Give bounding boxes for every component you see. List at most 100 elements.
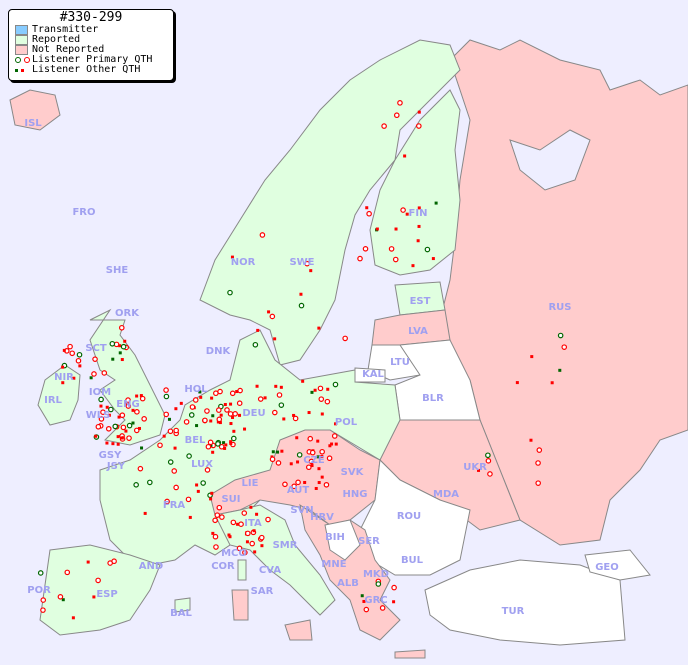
listener-other-marker	[303, 480, 307, 484]
listener-other-marker	[334, 422, 338, 426]
country-irl[interactable]	[37, 364, 81, 426]
listener-other-marker	[61, 365, 65, 369]
country-label-bul: BUL	[401, 555, 424, 566]
listener-primary-marker	[204, 467, 211, 473]
listener-primary-marker	[306, 464, 312, 471]
country-sicily[interactable]	[284, 619, 313, 641]
listener-other-marker	[320, 412, 324, 416]
listener-other-marker	[222, 441, 226, 445]
listener-other-marker	[280, 449, 284, 453]
listener-other-marker	[120, 436, 124, 440]
listener-other-marker	[89, 376, 93, 380]
listener-primary-marker	[257, 396, 264, 402]
listener-other-marker	[135, 394, 139, 398]
country-balkans[interactable]	[299, 503, 401, 641]
listener-primary-marker	[101, 370, 108, 376]
country-label-gsy: GSY	[99, 450, 122, 461]
country-label-fra: FRA	[163, 500, 186, 511]
listener-primary-marker	[163, 411, 170, 418]
listener-primary-marker	[236, 400, 243, 407]
listener-primary-marker	[67, 343, 73, 350]
sea-inlet	[509, 129, 591, 191]
listener-markers	[37, 100, 568, 620]
circle-marker-icon	[15, 57, 30, 63]
listener-primary-marker	[561, 344, 568, 350]
listener-other-marker	[238, 413, 242, 417]
listener-primary-marker	[64, 569, 71, 576]
listener-primary-marker	[381, 123, 387, 129]
listener-primary-marker	[125, 403, 132, 409]
listener-primary-marker	[207, 439, 214, 446]
listener-primary-marker	[393, 112, 400, 119]
legend-label: Reported	[32, 34, 81, 45]
listener-other-marker	[515, 381, 519, 385]
listener-primary-marker	[118, 324, 125, 331]
legend-item-other-qth: Listener Other QTH	[9, 65, 173, 75]
listener-primary-marker	[265, 516, 271, 523]
listener-other-marker	[313, 388, 317, 392]
listener-other-marker	[416, 239, 420, 243]
listener-other-marker	[223, 446, 227, 450]
listener-primary-marker	[324, 398, 331, 405]
listener-primary-marker	[249, 540, 255, 547]
listener-other-marker	[317, 481, 321, 485]
listener-other-marker	[94, 434, 98, 438]
listener-other-marker	[229, 440, 233, 444]
country-tur[interactable]	[424, 559, 626, 646]
country-cze-aut-hng[interactable]	[209, 429, 381, 526]
country-rou-bul-mda[interactable]	[359, 458, 471, 576]
country-label-irl: IRL	[44, 395, 62, 406]
listener-primary-marker	[323, 481, 330, 488]
listener-other-marker	[558, 368, 562, 372]
listener-other-marker	[143, 511, 147, 515]
country-label-nir: NIR	[54, 372, 74, 383]
listener-other-marker	[229, 402, 233, 406]
country-fin[interactable]	[369, 89, 461, 276]
country-nor-swe[interactable]	[199, 39, 461, 366]
listener-primary-marker	[487, 471, 493, 477]
listener-primary-marker	[269, 456, 276, 463]
listener-primary-marker	[317, 385, 324, 392]
listener-other-marker	[477, 468, 481, 472]
listener-other-marker	[431, 257, 435, 261]
listener-other-marker	[434, 201, 438, 205]
listener-other-marker	[117, 415, 121, 419]
legend-label: Transmitter	[32, 24, 99, 35]
country-label-sui: SUI	[221, 494, 240, 505]
listener-other-marker	[289, 462, 293, 466]
listener-primary-marker	[229, 390, 236, 397]
country-cor[interactable]	[237, 559, 247, 581]
listener-primary-marker	[37, 570, 44, 576]
listener-other-marker	[116, 435, 120, 439]
country-bih-alb[interactable]	[324, 519, 361, 561]
legend: #330-299 Transmitter Reported Not Report…	[8, 9, 174, 81]
listener-primary-marker	[238, 521, 244, 527]
listener-primary-marker	[108, 406, 114, 413]
listener-other-marker	[279, 385, 283, 389]
country-grc-crete[interactable]	[394, 649, 426, 659]
country-bal[interactable]	[174, 597, 191, 613]
listener-other-marker	[360, 594, 364, 598]
listener-other-marker	[529, 438, 533, 442]
listener-other-marker	[394, 227, 398, 231]
listener-primary-marker	[126, 422, 133, 429]
legend-label: Listener Other QTH	[32, 64, 141, 75]
listener-primary-marker	[213, 544, 219, 550]
listener-primary-marker	[167, 428, 174, 435]
country-geo[interactable]	[584, 549, 651, 581]
listener-primary-marker	[230, 519, 237, 526]
listener-primary-marker	[120, 343, 127, 350]
listener-primary-marker	[485, 458, 492, 464]
country-label-geo: GEO	[595, 562, 619, 573]
listener-primary-marker	[147, 479, 153, 486]
listener-primary-marker	[276, 392, 283, 398]
country-label-svn: SVN	[290, 505, 313, 516]
country-isl[interactable]	[9, 89, 61, 131]
listener-primary-marker	[137, 465, 144, 472]
country-rus[interactable]	[439, 39, 688, 546]
listener-primary-marker	[185, 496, 192, 503]
listener-other-marker	[375, 227, 379, 231]
listener-primary-marker	[212, 517, 218, 524]
listener-primary-marker	[326, 455, 333, 462]
country-sar[interactable]	[231, 589, 249, 621]
